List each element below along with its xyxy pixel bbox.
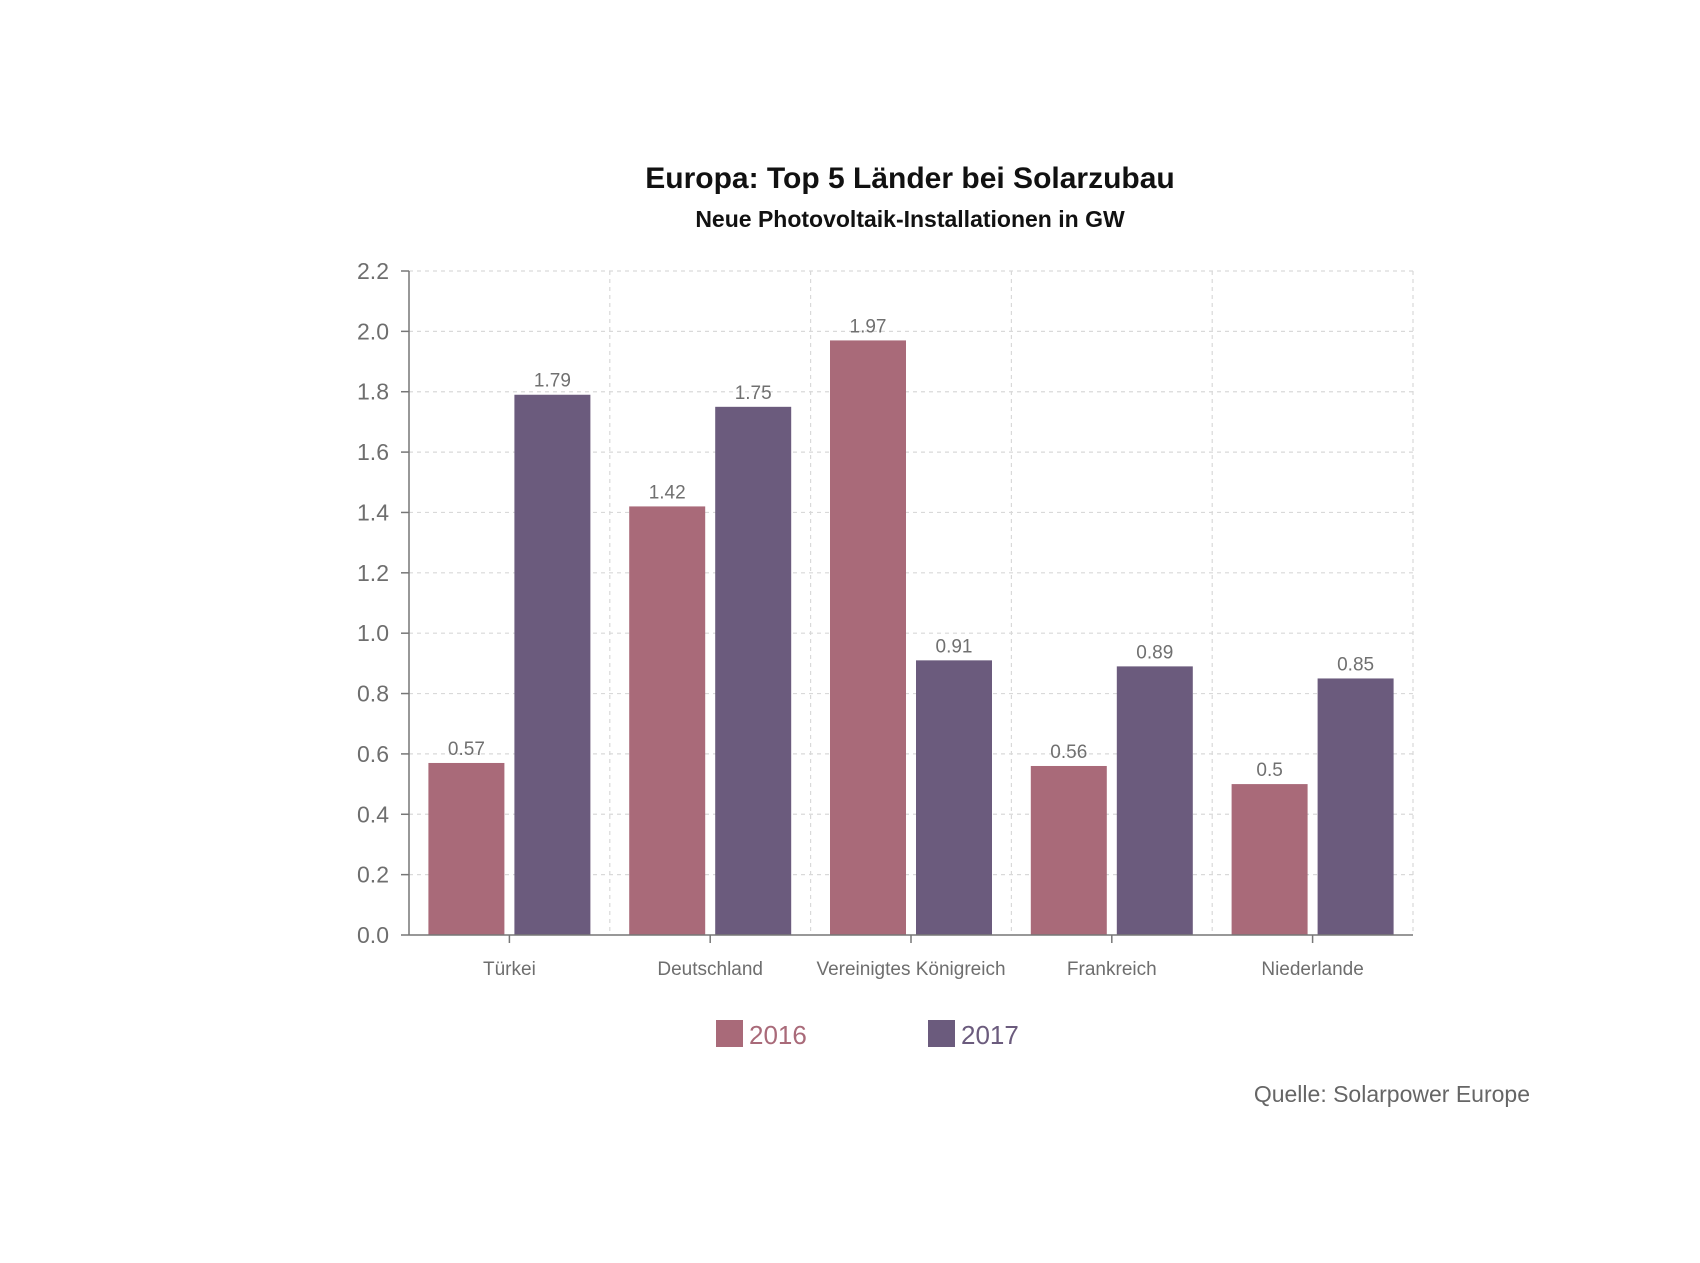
y-tick-label: 1.8 [357, 379, 389, 405]
data-label: 0.85 [1337, 654, 1374, 675]
bar-2016-1 [629, 506, 706, 935]
x-tick-label: Deutschland [657, 959, 763, 980]
data-label: 1.79 [534, 371, 571, 392]
data-label: 1.42 [649, 482, 686, 503]
y-tick-label: 0.6 [357, 741, 389, 767]
x-tick-label: Türkei [483, 959, 536, 980]
legend-label-2017: 2017 [961, 1020, 1019, 1050]
data-label: 0.57 [448, 739, 485, 760]
bar-2016-0 [428, 762, 505, 935]
data-labels: 0.57 1.79 1.42 1.75 1.97 0.91 0.56 0.89 0.5 0.85 [448, 316, 1374, 781]
bar-2017-4 [1317, 678, 1394, 935]
source-note: Quelle: Solarpower Europe [1254, 1081, 1530, 1107]
bar-2017-3 [1116, 666, 1193, 935]
y-tick-label: 2.0 [357, 318, 389, 344]
y-tick-label: 0.8 [357, 681, 389, 707]
legend-swatch-2016 [716, 1020, 743, 1047]
y-tick-label: 2.2 [357, 258, 389, 284]
chart-subtitle: Neue Photovoltaik-Installationen in GW [695, 206, 1125, 232]
x-tick-label: Frankreich [1067, 959, 1157, 980]
y-tick-label: 1.4 [357, 499, 389, 525]
bar-2017-1 [715, 406, 792, 935]
y-tick-label: 0.0 [357, 922, 389, 948]
data-label: 0.5 [1256, 760, 1282, 781]
axes: 0.0 0.2 0.4 0.6 0.8 1.0 1.2 1.4 1.6 1.8 2.0 2.2 Türk… [357, 258, 1413, 980]
bar-2017-0 [514, 394, 591, 935]
y-tick-label: 1.0 [357, 620, 389, 646]
bar-2016-2 [830, 340, 906, 935]
bar-2016-4 [1231, 784, 1308, 935]
legend-swatch-2017 [928, 1020, 955, 1047]
data-label: 0.91 [936, 636, 973, 657]
data-label: 0.89 [1136, 642, 1173, 663]
x-tick-label: Vereinigtes Königreich [816, 959, 1005, 980]
bar-2016-3 [1030, 765, 1107, 935]
y-tick-label: 0.2 [357, 862, 389, 888]
legend-label-2016: 2016 [749, 1020, 807, 1050]
y-tick-label: 1.2 [357, 560, 389, 586]
y-tick-label: 0.4 [357, 801, 389, 827]
bars [428, 340, 1394, 935]
y-tick-label: 1.6 [357, 439, 389, 465]
grid-lines [409, 270, 1414, 935]
legend: 2016 2017 [716, 1020, 1019, 1050]
x-tick-label: Niederlande [1261, 959, 1363, 980]
data-label: 0.56 [1050, 742, 1087, 763]
chart-title: Europa: Top 5 Länder bei Solarzubau [645, 162, 1175, 195]
data-label: 1.97 [850, 316, 887, 337]
bar-2017-2 [916, 660, 992, 935]
data-label: 1.75 [735, 383, 772, 404]
